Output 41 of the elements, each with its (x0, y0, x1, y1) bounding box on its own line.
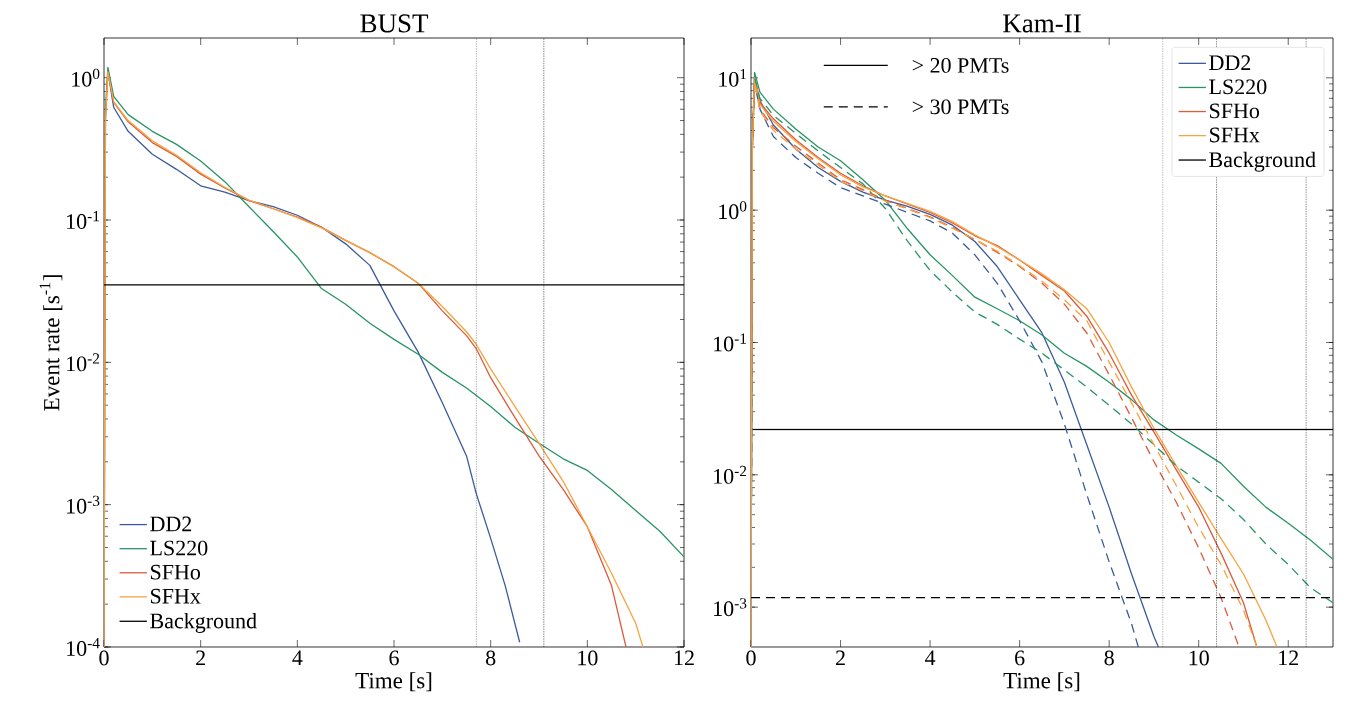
legend-label: LS220 (150, 540, 208, 556)
x-tick-label: 4 (292, 650, 303, 666)
x-tick-label: 0 (746, 650, 756, 666)
y-axis-title: Event rate [s$^{-1}$] (39, 275, 63, 411)
chart-title: BUST (360, 14, 429, 33)
y-tick-label: 10$^{-3}$ (67, 495, 100, 514)
x-axis-title: Time [s] (1003, 672, 1080, 692)
x-tick-label: 6 (389, 650, 399, 666)
legend-label: Background (150, 612, 257, 633)
x-tick-label: 4 (925, 650, 936, 666)
x-axis-title: Time [s] (355, 672, 432, 692)
legend-label: DD2 (1209, 55, 1251, 70)
legend-label: SFHo (151, 564, 201, 580)
legend-label: SFHo (1210, 103, 1260, 119)
y-tick-label: 10$^{1}$ (719, 68, 747, 87)
x-tick-label: 2 (196, 650, 205, 666)
legend-label: SFHx (1210, 127, 1260, 143)
y-tick-label: 10$^{0}$ (72, 68, 100, 87)
y-tick-label: 10$^{0}$ (719, 201, 747, 220)
y-tick-label: 10$^{-4}$ (67, 638, 100, 656)
x-tick-label: 2 (836, 650, 845, 666)
legend-label: Background (1209, 151, 1316, 172)
x-tick-label: 8 (1104, 650, 1114, 666)
y-tick-label: 10$^{-1}$ (67, 211, 100, 229)
x-tick-label: 12 (1279, 650, 1299, 666)
x-tick-label: 10 (578, 650, 598, 666)
y-tick-label: 10$^{-2}$ (67, 353, 100, 372)
legend-label: SFHx (151, 588, 201, 604)
y-tick-label: 10$^{-2}$ (714, 465, 747, 484)
y-tick-label: 10$^{-1}$ (714, 333, 747, 352)
legend-label: DD2 (150, 516, 192, 532)
x-tick-label: 12 (674, 650, 694, 666)
y-tick-label: 10$^{-3}$ (714, 598, 747, 617)
annotation: > 30 PMTs (912, 99, 1009, 115)
legend-label: LS220 (1209, 79, 1267, 95)
x-tick-label: 6 (1015, 650, 1025, 666)
x-tick-label: 10 (1189, 650, 1209, 666)
annotation: > 20 PMTs (912, 57, 1009, 73)
chart-title: Kam-II (1003, 14, 1081, 33)
x-tick-label: 0 (99, 650, 109, 666)
x-tick-label: 8 (486, 650, 496, 666)
